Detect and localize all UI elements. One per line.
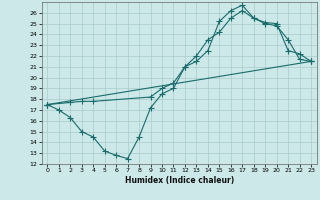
X-axis label: Humidex (Indice chaleur): Humidex (Indice chaleur) bbox=[124, 176, 234, 185]
